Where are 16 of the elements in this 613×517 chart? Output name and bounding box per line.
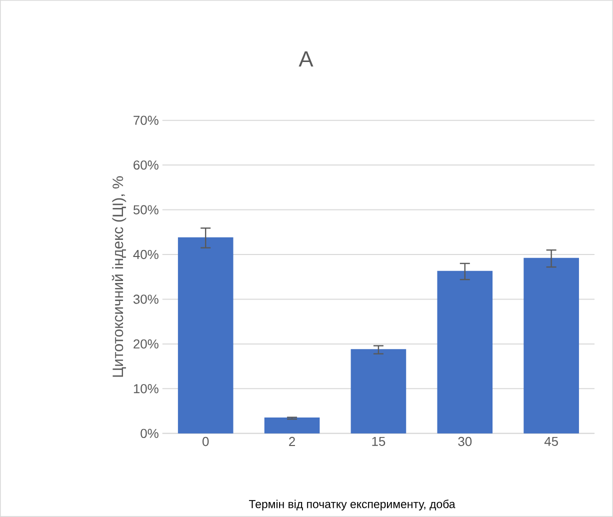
y-tick-label: 10% [134,384,158,394]
chart-title: A [298,51,314,66]
y-tick-label: 70% [134,116,158,125]
y-tick-label: 60% [134,160,158,170]
y-tick-label: 20% [134,339,158,349]
x-tick-label: 15 [372,436,386,446]
y-tick-label: 0% [140,428,158,438]
x-tick-label: 2 [289,436,295,446]
x-tick-label: 0 [202,436,209,446]
x-tick-label: 30 [458,436,472,446]
y-tick-label: 30% [133,294,158,304]
x-axis-title: Термін від початку експерименту, доба [249,500,456,510]
y-tick-label: 50% [133,205,158,214]
x-tick-label: 45 [544,436,558,446]
y-tick-label: 40% [133,250,158,260]
y-axis-title: Цитотоксичний індекс (ЦІ), % [112,176,126,377]
